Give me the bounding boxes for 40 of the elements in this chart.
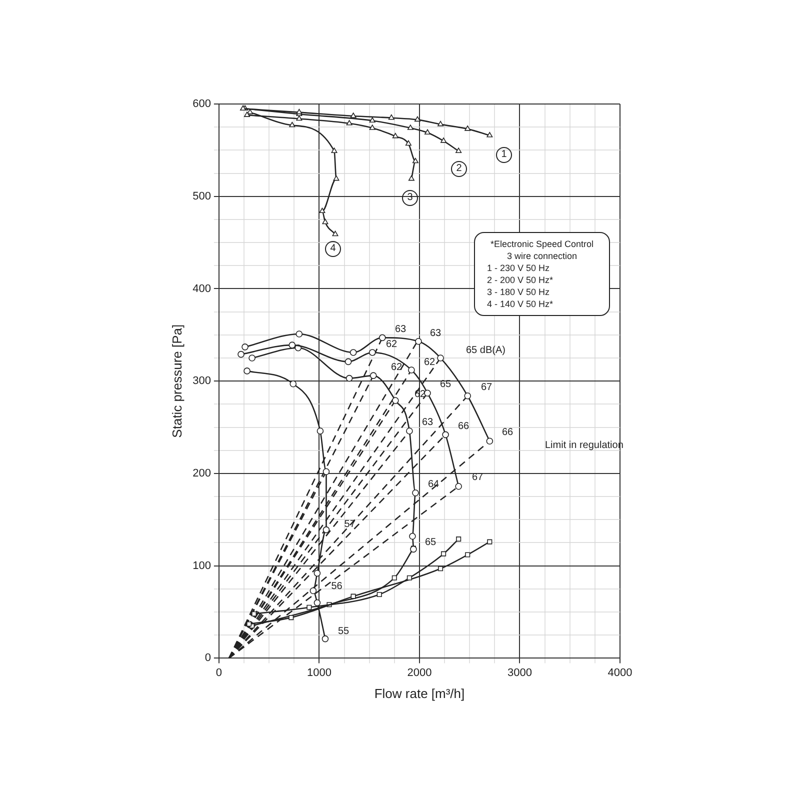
annotation: 65 (440, 379, 452, 391)
x-axis-title: Flow rate [m³/h] (374, 686, 465, 701)
annotation: 65 (425, 537, 436, 549)
x-tick-label: 2000 (407, 666, 432, 679)
y-tick-label: 600 (192, 98, 211, 110)
annotation: *Electronic Speed Control (489, 239, 595, 249)
annotation: 3 - 180 V 50 Hz (486, 287, 551, 297)
annotation: 56 (331, 580, 343, 592)
annotation: 63 (395, 324, 406, 336)
annotation: 63 (430, 328, 442, 340)
annotation: 2 (451, 161, 467, 177)
y-tick-label: 100 (192, 560, 211, 572)
annotation: 4 (325, 241, 341, 257)
x-tick-label: 3000 (507, 666, 532, 679)
x-tick-label: 1000 (306, 666, 332, 679)
annotation: 62 (424, 357, 436, 369)
annotation: 3 wire connection (506, 251, 578, 261)
y-tick-label: 500 (192, 190, 211, 202)
y-tick-label: 0 (204, 652, 211, 664)
x-tick-label: 4000 (608, 666, 632, 679)
annotation: 67 (481, 382, 492, 394)
y-axis-title: Static pressure [Pa] (169, 324, 184, 438)
annotation: 62 (386, 339, 398, 351)
y-tick-label: 400 (192, 282, 211, 295)
annotation: 57 (344, 519, 356, 530)
annotation: 67 (472, 472, 484, 484)
annotation: 1 - 230 V 50 Hz (486, 263, 551, 273)
annotation: 4 - 140 V 50 Hz* (486, 299, 554, 309)
annotation: 62 (391, 362, 402, 374)
annotation: 55 (338, 626, 350, 638)
annotation: 1 (496, 147, 512, 163)
y-tick-label: 300 (192, 375, 211, 388)
annotation: 63 (422, 417, 434, 429)
annotation: 2 - 200 V 50 Hz* (486, 275, 554, 285)
annotation: 66 (502, 427, 514, 439)
annotation: 66 (458, 421, 470, 433)
x-tick-label: 0 (216, 666, 222, 679)
annotation: 65 dB(A) (466, 345, 506, 357)
annotation: 64 (428, 479, 440, 491)
y-tick-label: 200 (192, 468, 211, 480)
